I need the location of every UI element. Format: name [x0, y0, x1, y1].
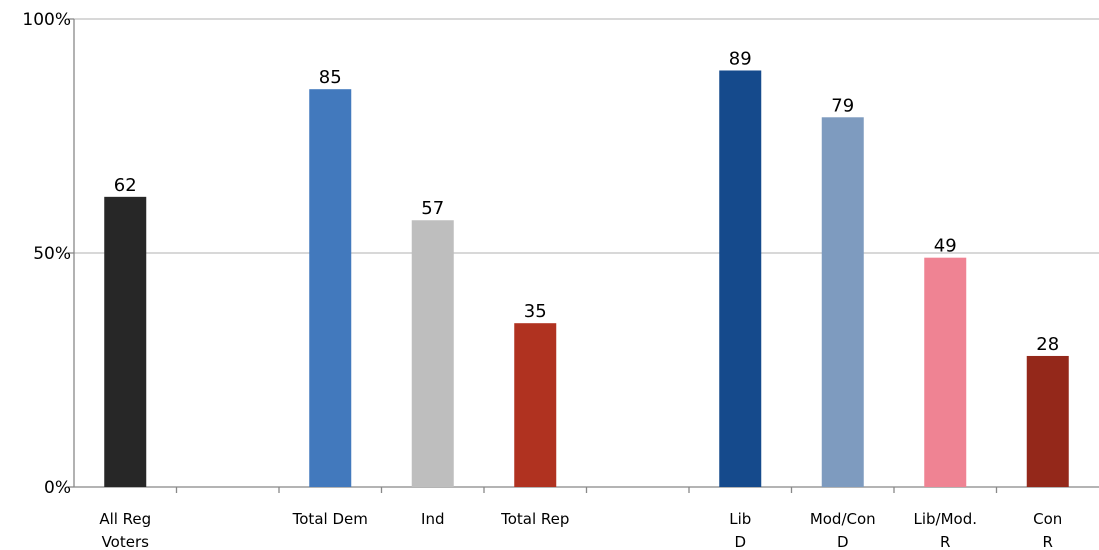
category-label: R: [1043, 533, 1053, 550]
data-label: 28: [1036, 334, 1059, 355]
category-label: Con: [1033, 510, 1062, 528]
category-label: Mod/Con: [810, 510, 876, 528]
data-label: 35: [524, 301, 547, 322]
category-label: Lib/Mod.: [913, 510, 977, 528]
category-label: R: [940, 533, 950, 550]
bar: [1026, 355, 1069, 487]
category-label: Lib: [729, 510, 751, 528]
y-tick-label: 100%: [22, 10, 71, 30]
category-label: D: [837, 533, 849, 550]
bar: [719, 70, 762, 487]
category-label: D: [734, 533, 746, 550]
category-label: Total Rep: [500, 510, 569, 528]
bar: [924, 257, 967, 487]
data-label: 89: [729, 48, 752, 69]
category-label: Ind: [421, 510, 444, 528]
bar: [821, 117, 864, 487]
data-label: 85: [319, 67, 342, 88]
data-label: 49: [934, 236, 957, 257]
bar: [514, 323, 557, 487]
bar: [104, 196, 147, 487]
category-label: All Reg: [99, 510, 151, 528]
y-tick-label: 0%: [44, 478, 71, 498]
category-label: Total Dem: [292, 510, 368, 528]
data-label: 62: [114, 175, 137, 196]
y-tick-label: 50%: [33, 244, 71, 264]
bar: [309, 89, 352, 487]
data-label: 79: [831, 95, 854, 116]
data-label: 57: [421, 198, 444, 219]
category-label: Voters: [102, 533, 150, 550]
bar: [411, 220, 454, 488]
